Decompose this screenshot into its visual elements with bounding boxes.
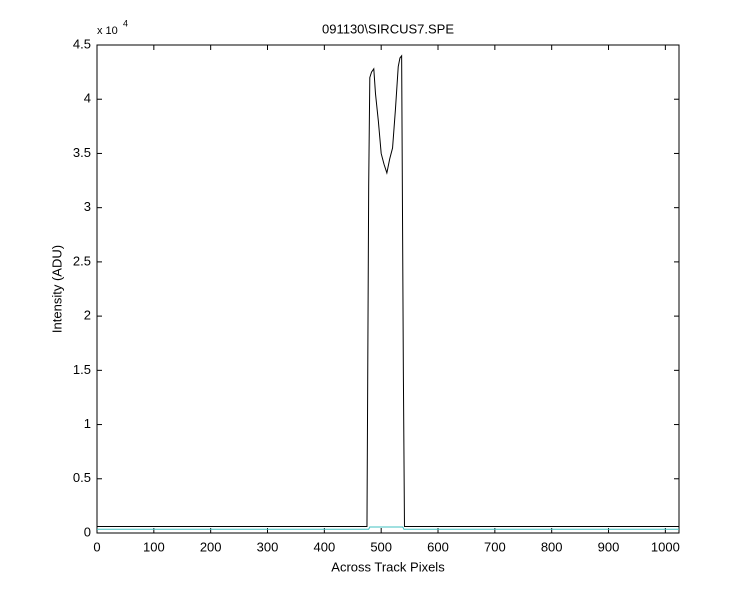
data-line [97,54,679,527]
y-tick-label: 4.5 [73,36,91,51]
y-tick-label: 3.5 [73,145,91,160]
chart-title: 091130\SIRCUS7.SPE [322,21,454,36]
x-tick-label: 600 [427,539,449,554]
y-tick-label: 2 [84,308,91,323]
x-tick-label: 1000 [651,539,680,554]
data-line [97,526,679,530]
x-tick-label: 0 [93,539,100,554]
x-tick-label: 400 [313,539,335,554]
y-tick-label: 2.5 [73,253,91,268]
x-tick-label: 300 [257,539,279,554]
y-axis-label: Intensity (ADU) [49,245,64,333]
y-exponent: 4 [123,18,128,28]
y-tick-label: 0 [84,524,91,539]
plot-area [96,44,680,534]
x-tick-label: 800 [541,539,563,554]
y-tick-label: 4 [84,91,91,106]
y-tick-label: 1 [84,416,91,431]
y-tick-label: 0.5 [73,470,91,485]
x-tick-label: 200 [200,539,222,554]
y-multiplier: x 10 [97,25,118,37]
x-tick-label: 100 [143,539,165,554]
x-tick-label: 700 [484,539,506,554]
x-tick-label: 500 [370,539,392,554]
x-axis-label: Across Track Pixels [331,559,445,574]
y-tick-label: 3 [84,199,91,214]
y-tick-label: 1.5 [73,362,91,377]
x-tick-label: 900 [598,539,620,554]
